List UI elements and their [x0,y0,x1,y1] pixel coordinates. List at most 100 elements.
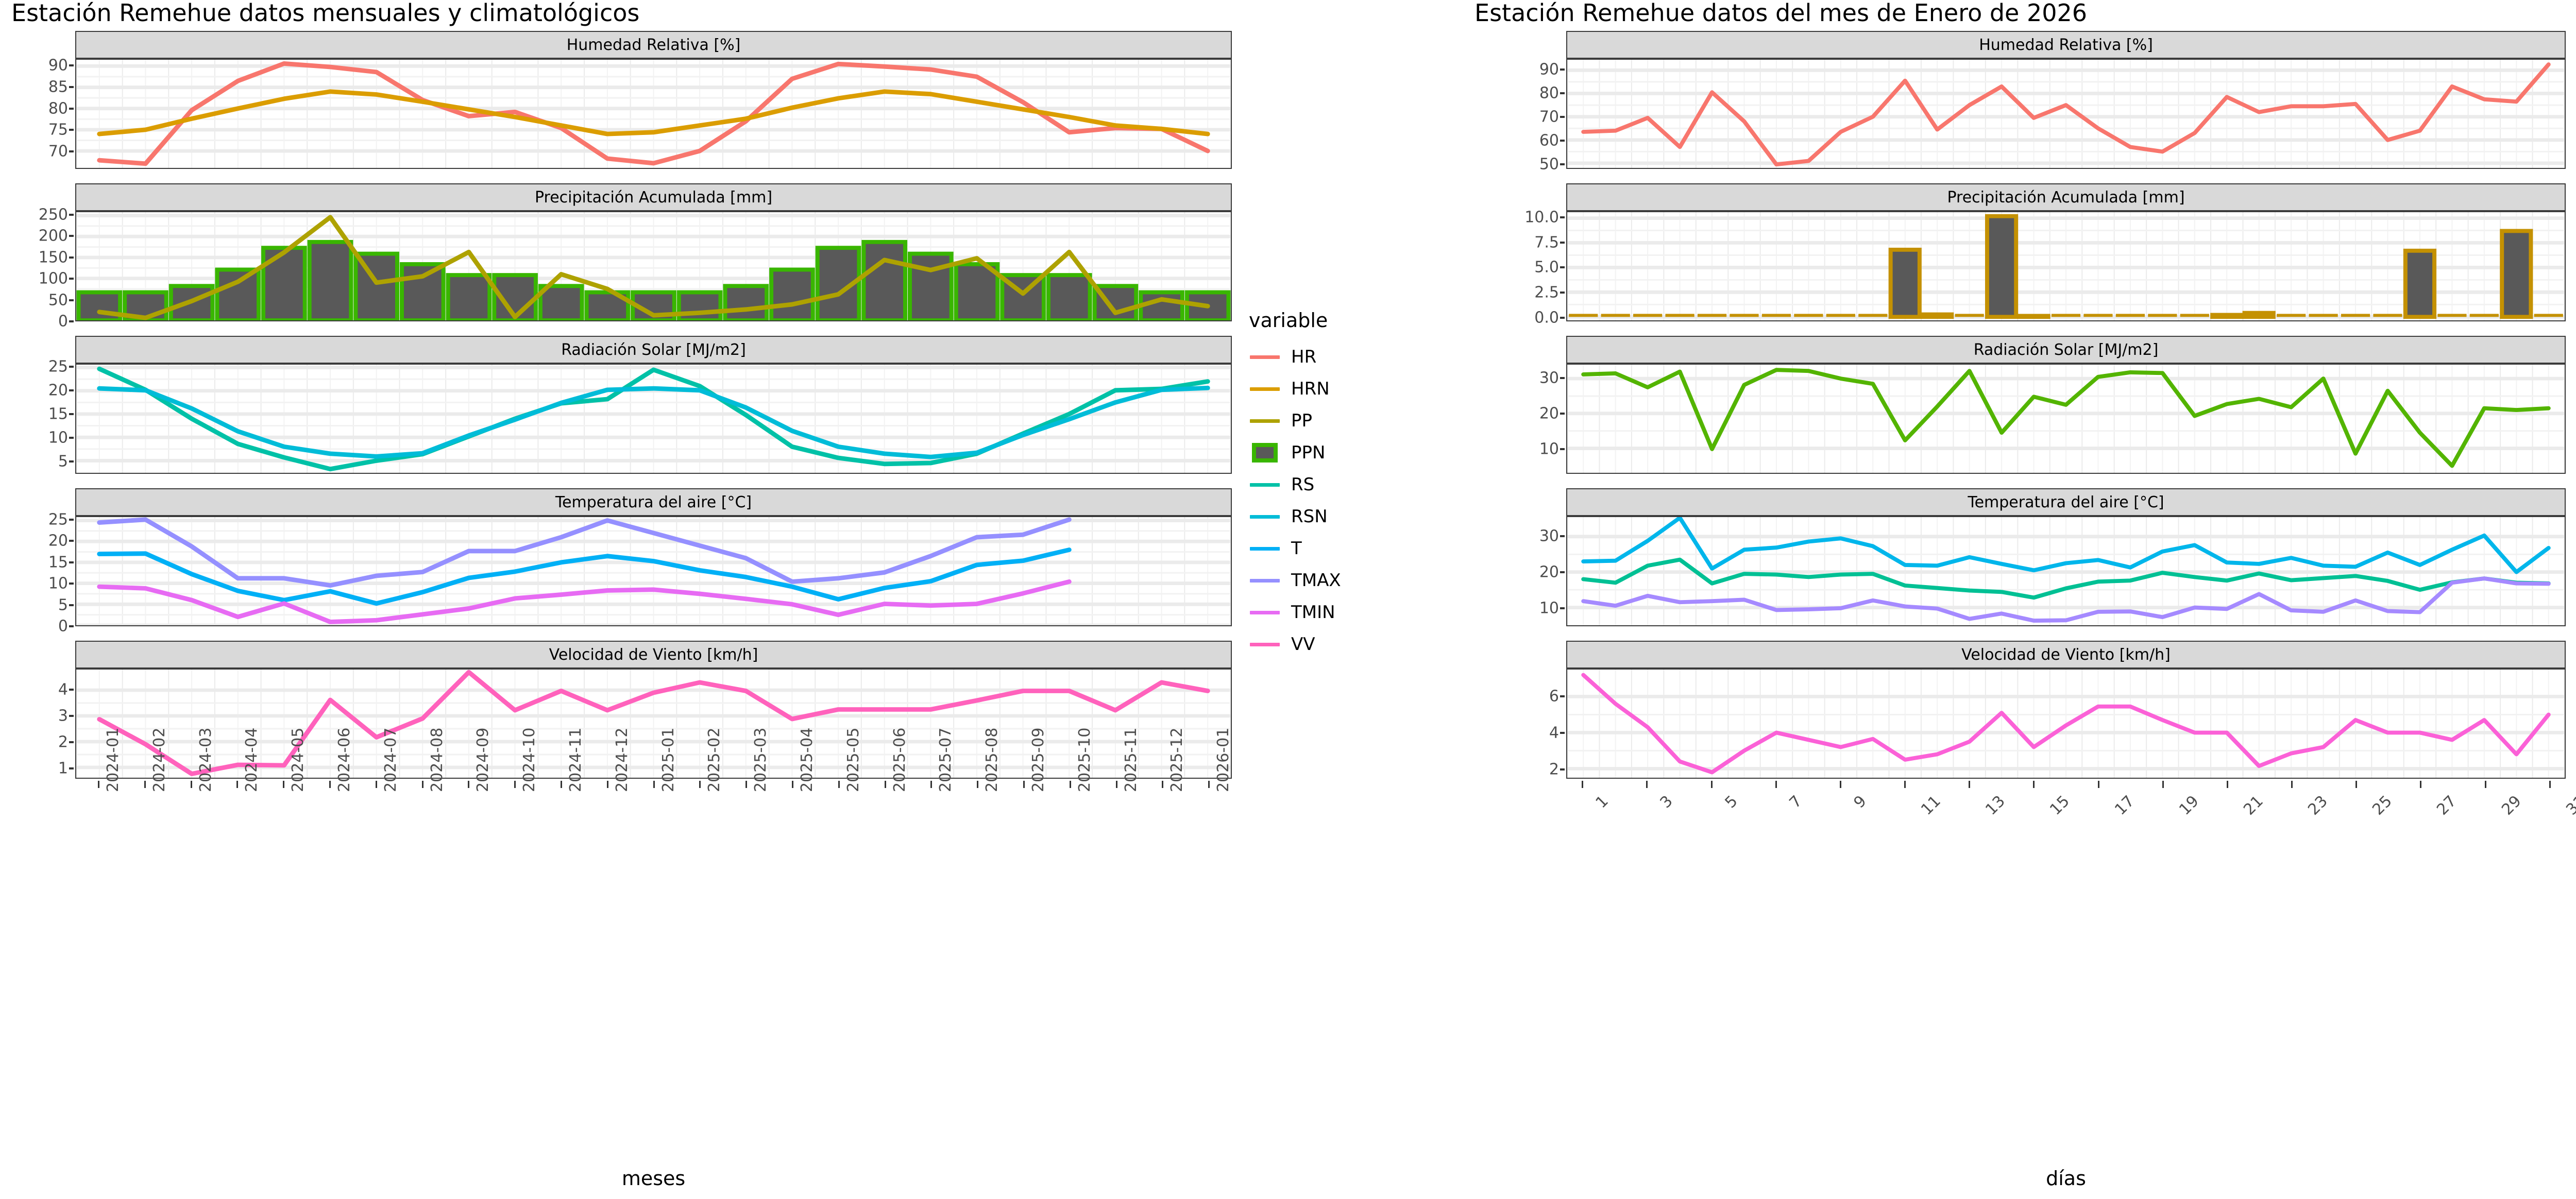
x-axis-tick-mark [930,781,933,788]
legend-item-tmin[interactable]: TMIN [1247,596,1341,628]
y-axis-tick-label: 10 [1539,599,1559,618]
x-axis-tick-label: 2024-08 [428,727,446,792]
x-axis-tick-label: 2025-03 [752,727,770,792]
x-axis-tick-label: 2025-01 [659,727,677,792]
y-axis-tick-mark [69,604,74,606]
y-axis-tick-label: 75 [48,121,68,139]
legend-title: variable [1249,309,1328,332]
x-axis-tick-label: 2025-05 [844,727,862,792]
y-axis-tick-label: 90 [48,56,68,75]
x-axis-tick-label: 2024-04 [243,727,261,792]
legend-item-rsn[interactable]: RSN [1247,501,1341,533]
y-axis-tick-mark [69,436,74,439]
figure-january: Estación Remehue datos del mes de Enero … [1463,0,2576,1199]
legend-item-tmax[interactable]: TMAX [1247,564,1341,596]
x-axis-tick-mark [514,781,516,788]
y-axis-tick-mark [69,413,74,415]
legend-item-hr[interactable]: HR [1247,341,1341,373]
x-axis-tick-label: 29 [2498,792,2525,819]
legend-item-pp[interactable]: PP [1247,405,1341,437]
legend-swatch-t-icon [1247,533,1283,564]
x-axis-tick-label: 2024-12 [613,727,631,792]
figure-title-monthly: Estación Remehue datos mensuales y clima… [11,0,640,27]
y-axis-tick-mark [69,561,74,563]
legend-item-ppn[interactable]: PPN [1247,437,1341,469]
y-axis-tick-label: 6 [1549,687,1559,705]
y-axis-tick-mark [69,107,74,110]
facet-plot-area [1566,364,2566,474]
x-axis-tick-label: 2025-09 [1029,727,1047,792]
legend-label: HR [1291,347,1317,367]
x-axis-tick-label: 2025-12 [1168,727,1187,792]
y-axis-tick-label: 0 [58,312,68,331]
y-axis-tick-label: 2 [1549,760,1559,779]
y-axis-tick-label: 50 [1539,155,1559,174]
x-axis-tick-mark [1969,781,1971,788]
x-axis-tick-label: 2024-01 [104,727,122,792]
y-axis-tick-mark [69,518,74,521]
y-axis-tick-mark [1560,139,1565,142]
y-axis-tick-label: 85 [48,78,68,96]
x-axis-tick-label: 17 [2111,792,2138,819]
y-axis-tick-mark [69,213,74,216]
legend-item-vv[interactable]: VV [1247,628,1341,660]
x-axis-tick-label: 7 [1786,792,1806,812]
x-axis-tick-mark [2226,781,2228,788]
facet-plot-area [75,364,1232,474]
x-axis-tick-mark [468,781,470,788]
x-axis-tick-label: 21 [2240,792,2267,819]
x-axis-tick-mark [745,781,748,788]
y-axis-tick-label: 25 [48,510,68,529]
y-axis-tick-label: 4 [1549,724,1559,742]
x-axis-tick-label: 2024-10 [520,727,539,792]
y-axis-tick-mark [1560,115,1565,118]
x-axis-tick-mark [699,781,701,788]
y-axis-tick-mark [1560,317,1565,319]
x-axis-tick-mark [1646,781,1648,788]
y-axis-tick-mark [69,583,74,585]
x-axis-tick-label: 23 [2304,792,2331,819]
y-axis-tick-mark [1560,292,1565,294]
y-axis-tick-mark [69,365,74,368]
y-axis-tick-label: 100 [38,269,68,288]
figure-monthly: Estación Remehue datos mensuales y clima… [11,0,1341,1190]
x-axis-tick-mark [1775,781,1777,788]
y-axis-tick-mark [1560,412,1565,415]
legend-item-rs[interactable]: RS [1247,469,1341,501]
x-axis-tick-label: 13 [1982,792,2009,819]
legend-item-t[interactable]: T [1247,533,1341,564]
y-axis-tick-label: 4 [58,680,68,699]
facet-plot-area [1566,211,2566,321]
legend-label: TMIN [1291,602,1335,623]
x-axis-title-january: días [2046,1167,2086,1190]
y-axis-tick-label: 20 [1539,404,1559,423]
legend-swatch-tmin-icon [1247,596,1283,628]
x-axis-tick-mark [1115,781,1117,788]
x-axis-tick-label: 1 [1592,792,1613,812]
y-axis-tick-label: 5.0 [1534,258,1559,277]
facet-plot-area [1566,59,2566,169]
x-axis-tick-mark [329,781,331,788]
legend-swatch-pp-icon [1247,405,1283,437]
legend-item-hrn[interactable]: HRN [1247,373,1341,405]
x-axis-tick-mark [2484,781,2486,788]
x-axis-tick-label: 2025-11 [1122,727,1140,792]
x-axis-tick-mark [791,781,793,788]
x-axis-tick-mark [2291,781,2293,788]
x-axis-tick-mark [1069,781,1071,788]
facet-strip-label: Velocidad de Viento [km/h] [1566,641,2566,669]
y-axis-tick-label: 60 [1539,131,1559,150]
facet-strip-label: Temperatura del aire [°C] [75,488,1232,516]
y-axis-tick-label: 20 [48,532,68,550]
y-axis-tick-mark [69,320,74,322]
y-axis-tick-mark [1560,535,1565,537]
x-axis-tick-label: 27 [2433,792,2461,819]
facet-panel-0: Humedad Relativa [%] [1566,31,2566,169]
legend-label: TMAX [1291,570,1341,591]
y-axis-tick-label: 10.0 [1524,208,1559,227]
x-axis-tick-mark [977,781,979,788]
y-axis-tick-label: 2 [58,733,68,751]
x-axis-tick-label: 5 [1721,792,1741,812]
y-axis-tick-label: 25 [48,357,68,376]
facet-strip-label: Humedad Relativa [%] [75,31,1232,59]
